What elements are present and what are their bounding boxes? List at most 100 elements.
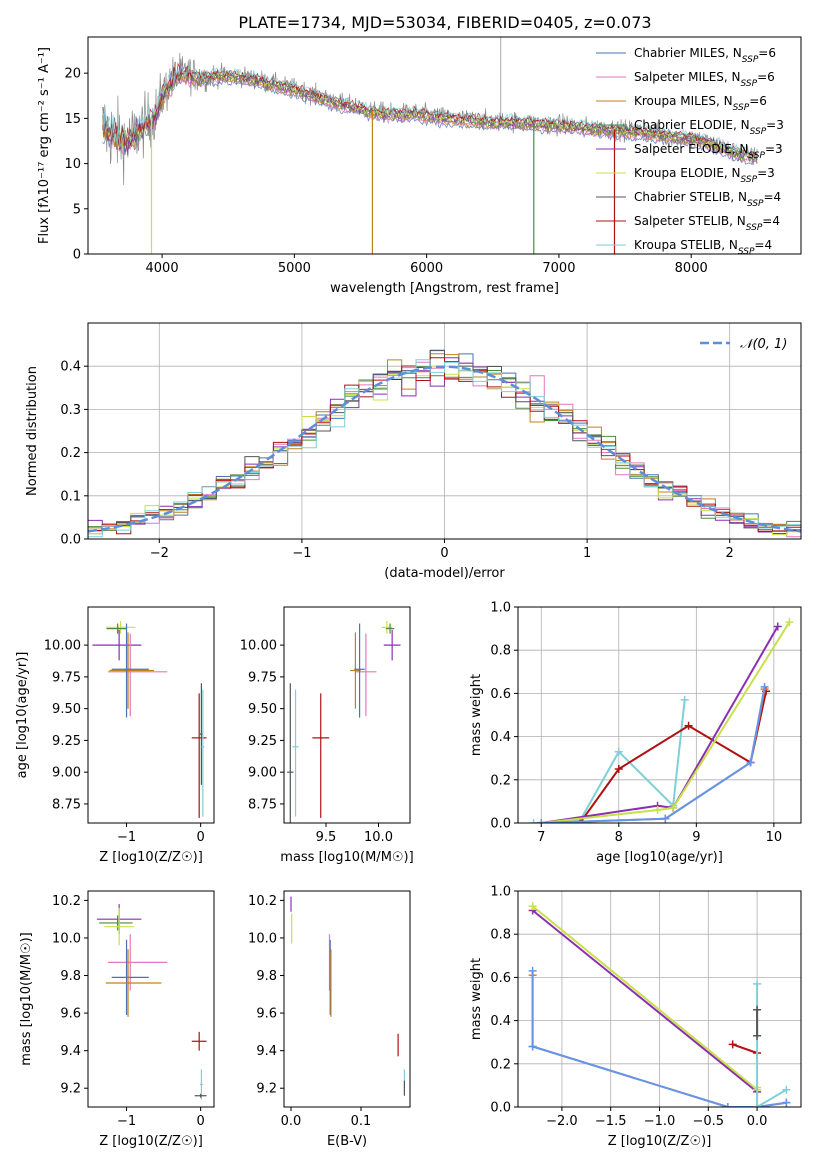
legend-label: Salpeter MILES, NSSP=6 (634, 70, 775, 89)
mass-weight-marker (669, 803, 678, 812)
axes-6: 0.0 0.1 9.2 9.4 9.6 9.8 10.0 10.2 E(B-V) (248, 890, 411, 1149)
x-tick-label: 0.0 (747, 1114, 768, 1129)
mass-weight-marker (753, 1103, 762, 1107)
x-axis-label: E(B-V) (327, 1134, 367, 1149)
mass-weight-line-mass_blue (541, 686, 766, 823)
x-tick-label: 5000 (278, 261, 311, 276)
y-tick-label: 15 (64, 112, 81, 127)
y-tick-label: 10.00 (240, 639, 277, 654)
x-tick-label: 0 (197, 830, 205, 845)
x-tick-label: −1.0 (644, 1114, 676, 1129)
mass-weight-marker (528, 966, 537, 975)
mass-weight-marker (785, 618, 794, 627)
y-tick-label: 9.25 (52, 734, 81, 749)
x-tick-label: −1 (292, 546, 311, 561)
legend-label: Kroupa MILES, NSSP=6 (634, 94, 767, 113)
y-tick-label: 0 (73, 248, 81, 263)
y-tick-label: 0.2 (490, 773, 511, 788)
legend-label: Kroupa STELIB, NSSP=4 (634, 238, 772, 257)
x-tick-label: 2 (726, 546, 734, 561)
y-tick-label: 9.2 (60, 1082, 81, 1097)
mass-weight-line-mass_blue (531, 970, 787, 1107)
x-tick-label: 6000 (410, 261, 443, 276)
axes-4: 7 8 9 10 0.0 0.2 0.4 0.6 0.8 1.0 age [log10(age/yr… (469, 601, 802, 865)
mass-weight-line-kroupa_elodie (541, 621, 791, 823)
mass-weight-marker (782, 1085, 791, 1094)
y-tick-label: 9.00 (248, 766, 277, 781)
axes-frame (283, 890, 411, 1108)
x-tick-label: 10 (766, 830, 783, 845)
y-tick-label: 10.2 (248, 894, 277, 909)
y-tick-label: 9.4 (60, 1044, 81, 1059)
legend-label: Salpeter STELIB, NSSP=4 (634, 214, 780, 233)
y-tick-label: 0.4 (490, 1014, 511, 1029)
y-tick-label: 8.75 (248, 797, 277, 812)
mass-weight-line-salpeter_stelib (732, 1043, 758, 1054)
y-tick-label: 0.0 (490, 1101, 511, 1116)
legend-label: Chabrier MILES, NSSP=6 (634, 46, 776, 65)
y-tick-label: 0.3 (60, 403, 81, 418)
y-tick-label: 0.2 (60, 446, 81, 461)
mass-weight-marker (537, 819, 546, 823)
y-tick-label: 0.2 (490, 1057, 511, 1072)
x-axis-label: wavelength [Angstrom, rest frame] (330, 281, 559, 296)
axes-2: −1 0 8.75 9.00 9.25 9.50 9.75 10.00 Z [log10(Z/Z… (15, 606, 215, 865)
y-axis-label: mass weight (469, 958, 484, 1040)
x-axis-label: Z [log10(Z/Z☉)] (608, 1134, 712, 1149)
x-tick-label: 0 (440, 546, 448, 561)
y-tick-label: 10 (64, 157, 81, 172)
mass-weight-marker (773, 622, 782, 631)
x-tick-label: −1 (117, 1114, 136, 1129)
axes-3: 9.5 10.0 8.75 9.00 9.25 9.50 9.75 10.00 mass [lo… (240, 606, 414, 865)
axes-frame (87, 606, 215, 824)
y-axis-label: mass weight (469, 674, 484, 756)
y-tick-label: 9.8 (60, 969, 81, 984)
x-tick-label: −2 (150, 546, 169, 561)
y-tick-label: 0.4 (490, 730, 511, 745)
y-tick-label: 0.8 (490, 644, 511, 659)
y-tick-label: 9.2 (256, 1082, 277, 1097)
y-tick-label: 10.0 (52, 931, 81, 946)
y-tick-label: 9.6 (256, 1007, 277, 1022)
plot-area (528, 902, 791, 1107)
y-tick-label: 0.6 (490, 687, 511, 702)
y-tick-label: 9.4 (256, 1044, 277, 1059)
mass-weight-marker (614, 765, 623, 773)
y-axis-label: Normed distribution (25, 366, 40, 496)
y-tick-label: 9.8 (256, 969, 277, 984)
x-axis-label: age [log10(age/yr)] (596, 850, 723, 865)
axes-frame (87, 36, 802, 255)
legend-label: Chabrier ELODIE, NSSP=3 (634, 118, 784, 137)
mass-weight-line-kroupa_stelib (533, 699, 686, 823)
mass-weight-marker (684, 721, 693, 730)
x-tick-label: 4000 (146, 261, 179, 276)
x-tick-label: 10.0 (364, 830, 393, 845)
y-tick-label: 8.75 (52, 797, 81, 812)
x-tick-label: −1 (117, 830, 136, 845)
x-tick-label: 8000 (675, 261, 708, 276)
normal-curve (88, 365, 801, 533)
model-line-kroupa_stelib (102, 65, 758, 156)
figure-title: PLATE=1734, MJD=53034, FIBERID=0405, z=0… (238, 13, 651, 32)
x-tick-label: 7000 (542, 261, 575, 276)
x-tick-label: −0.5 (693, 1114, 725, 1129)
plot-area (92, 620, 207, 818)
y-tick-label: 10.00 (44, 639, 81, 654)
y-tick-label: 0.8 (490, 928, 511, 943)
y-tick-label: 5 (73, 202, 81, 217)
x-axis-label: (data-model)/error (384, 566, 505, 581)
y-tick-label: 9.75 (248, 670, 277, 685)
axes-5: −1 0 9.2 9.4 9.6 9.8 10.0 10.2 Z [log10(Z/Z☉)] ma… (19, 890, 215, 1149)
axes-7: −2.0 −1.5 −1.0 −0.5 0.0 0.0 0.2 0.4 0.6 0.8 1.0 Z [… (469, 885, 802, 1149)
legend-label: Salpeter ELODIE, NSSP=3 (634, 142, 783, 161)
mass-weight-marker (753, 1031, 762, 1040)
mass-weight-marker (528, 902, 537, 911)
legend: Chabrier MILES, NSSP=6 Salpeter MILES, NS… (596, 46, 784, 257)
legend-label: Chabrier STELIB, NSSP=4 (634, 190, 781, 209)
y-tick-label: 9.25 (248, 734, 277, 749)
y-tick-label: 9.50 (52, 702, 81, 717)
y-tick-label: 20 (64, 67, 81, 82)
y-axis-label: mass [log10(M/M☉)] (19, 932, 34, 1065)
x-tick-label: 0.1 (351, 1114, 372, 1129)
